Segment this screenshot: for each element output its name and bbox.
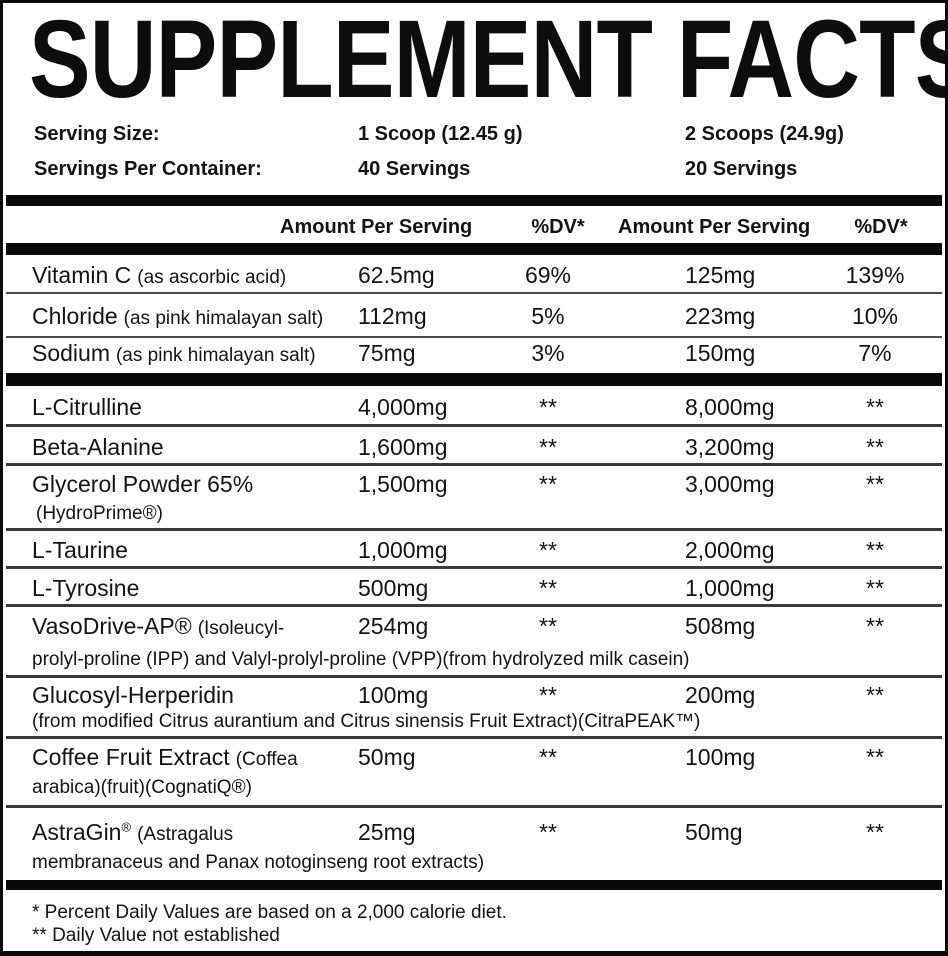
row-separator [6,424,942,427]
dv-2: ** [866,575,884,601]
amount-2: 200mg [685,682,756,708]
header-amount-per-serving-1: Amount Per Serving [280,216,473,238]
dv-1: ** [539,471,557,497]
row-separator [6,528,942,531]
dv-2: ** [866,434,884,460]
dv-2: ** [866,537,884,563]
serving-size-row: Serving Size: 1 Scoop (12.45 g) 2 Scoops… [3,121,945,147]
amount-1: 1,500mg [358,471,448,497]
dv-1: ** [539,613,557,639]
dv-1: ** [539,537,557,563]
ingredient-name: L-Taurine [32,537,128,563]
dv-1: ** [539,819,557,845]
nutrient-name: Sodium (as pink himalayan salt) [32,340,316,366]
servings-count-1: 40 Servings [358,158,471,180]
dv-2: ** [866,682,884,708]
amount-2: 508mg [685,613,756,639]
ingredient-detail-line: prolyl-proline (IPP) and Valyl-prolyl-pr… [32,649,690,670]
header-amount-per-serving-2: Amount Per Serving [618,216,811,238]
row-separator [6,566,942,569]
serving-size-label: Serving Size: [34,123,160,145]
amount-2: 100mg [685,744,756,770]
amount-1: 500mg [358,575,429,601]
amount-1: 25mg [358,819,416,845]
amount-1: 100mg [358,682,429,708]
footnote-dv-basis: * Percent Daily Values are based on a 2,… [32,902,507,923]
ingredient-name: VasoDrive-AP® (Isoleucyl- [32,613,285,639]
amount-2: 223mg [685,303,756,329]
dv-2: 139% [845,262,905,288]
footnote-dv-not-established: ** Daily Value not established [32,925,280,946]
ingredient-name: AstraGin® (Astragalus [32,819,234,845]
ingredient-name: Coffee Fruit Extract (Coffea [32,744,298,770]
amount-1: 1,000mg [358,537,448,563]
ingredient-detail-line: (HydroPrime®) [36,503,163,524]
amount-2: 8,000mg [685,394,775,420]
amount-2: 2,000mg [685,537,775,563]
serving-size-value-2: 2 Scoops (24.9g) [685,123,844,145]
dv-1: 69% [524,262,572,288]
divider-bar-thick [6,880,942,890]
amount-1: 62.5mg [358,262,435,288]
dv-1: 5% [531,303,565,329]
amount-2: 3,000mg [685,471,775,497]
divider-bar-thick [6,243,942,255]
dv-2: ** [866,819,884,845]
dv-1: 3% [531,340,565,366]
amount-2: 150mg [685,340,756,366]
amount-1: 50mg [358,744,416,770]
nutrient-name: Chloride (as pink himalayan salt) [32,303,324,329]
divider-bar-thick [6,373,942,386]
ingredient-detail-line: membranaceus and Panax notoginseng root … [32,852,485,873]
dv-2: 10% [851,303,899,329]
amount-1: 254mg [358,613,429,639]
row-separator [6,675,942,678]
row-separator [6,604,942,607]
amount-2: 125mg [685,262,756,288]
dv-1: ** [539,394,557,420]
row-separator [6,463,942,466]
ingredient-detail-line: arabica)(fruit)(CognatiQ®) [32,777,252,798]
ingredient-name: Glucosyl-Herperidin [32,682,234,708]
amount-1: 112mg [358,303,427,329]
amount-2: 1,000mg [685,575,775,601]
registered-mark: ® [121,819,132,835]
servings-per-container-label: Servings Per Container: [34,158,262,180]
amount-1: 1,600mg [358,434,448,460]
dv-2: ** [866,744,884,770]
nutrient-name: Vitamin C (as ascorbic acid) [32,262,287,288]
dv-2: ** [866,471,884,497]
serving-size-value-1: 1 Scoop (12.45 g) [358,123,523,145]
column-header-row: Amount Per Serving %DV* Amount Per Servi… [3,214,945,240]
servings-per-container-row: Servings Per Container: 40 Servings 20 S… [3,156,945,182]
ingredient-name: L-Tyrosine [32,575,140,601]
dv-1: ** [539,575,557,601]
dv-2: ** [866,394,884,420]
row-separator [6,805,942,808]
panel-title: SUPPLEMENT FACTS [29,0,948,121]
row-separator [6,336,942,338]
ingredient-name: L-Citrulline [32,394,142,420]
header-dv-2: %DV* [854,216,908,238]
amount-1: 75mg [358,340,416,366]
row-separator [6,292,942,294]
amount-2: 50mg [685,819,743,845]
divider-bar-thick [6,195,942,206]
dv-1: ** [539,682,557,708]
header-dv-1: %DV* [531,216,585,238]
amount-2: 3,200mg [685,434,775,460]
dv-1: ** [539,434,557,460]
ingredient-detail-line: (from modified Citrus aurantium and Citr… [32,711,701,732]
servings-count-2: 20 Servings [685,158,798,180]
dv-2: ** [866,613,884,639]
dv-2: 7% [858,340,892,366]
ingredient-name: Glycerol Powder 65% [32,471,254,497]
dv-1: ** [539,744,557,770]
row-separator [6,736,942,739]
amount-1: 4,000mg [358,394,448,420]
ingredient-name: Beta-Alanine [32,434,164,460]
